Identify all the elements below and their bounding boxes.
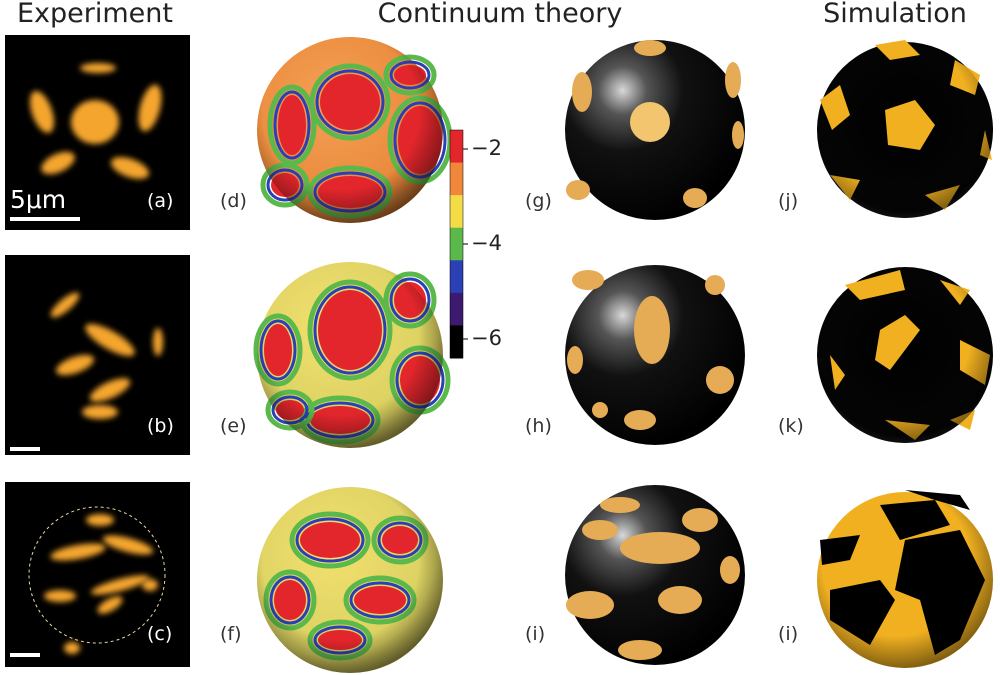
domain (582, 520, 618, 540)
fluorescent-domain (82, 405, 118, 419)
panel-label: (b) (147, 415, 174, 437)
panel-label: (i) (525, 623, 545, 645)
colorbar-tick-label: −2 (471, 136, 502, 160)
domain (630, 102, 670, 142)
fluorescent-domain (56, 354, 94, 376)
panel-label: (k) (778, 415, 804, 437)
fluorescent-domain (29, 91, 55, 133)
domain (732, 121, 744, 149)
domain (683, 188, 707, 208)
panel-label: (g) (525, 190, 552, 212)
panel-label: (c) (147, 623, 172, 645)
panel-label: (i) (778, 623, 798, 645)
fluorescent-domain (102, 535, 154, 555)
domain (720, 556, 740, 584)
domain (634, 296, 670, 364)
panels: 5μm (5, 35, 993, 673)
vesicle-outline (28, 506, 166, 644)
sphere-shade (817, 42, 993, 218)
domain (706, 366, 734, 394)
fluorescent-domain (89, 378, 131, 402)
domain (572, 270, 604, 290)
theory-sphere (565, 485, 745, 665)
fluorescent-domain (41, 151, 75, 175)
colorbar-band (450, 260, 463, 294)
domain (620, 532, 700, 564)
continuum-sphere (257, 487, 443, 673)
colorbar-band (450, 130, 463, 164)
theory-sphere (565, 40, 745, 220)
panel-label: (d) (220, 190, 247, 212)
colorbar-tick-label: −4 (471, 231, 502, 255)
fluorescent-domain (97, 596, 123, 614)
scale-bar-label: 5μm (10, 185, 66, 214)
colorbar-tick-label: −6 (471, 326, 502, 350)
fluorescent-domain (153, 328, 163, 356)
fluorescent-domain (50, 292, 80, 318)
fluorescent-domain (50, 543, 106, 561)
domain (624, 410, 656, 430)
fluorescent-domain (90, 575, 150, 595)
fluorescent-domain (64, 642, 80, 654)
sphere-shade (817, 492, 993, 668)
simulation-sphere (817, 40, 993, 218)
fluorescent-domain (44, 590, 76, 602)
domain (566, 591, 614, 619)
colorbar: −2 −4 −6 (449, 129, 502, 359)
domain (567, 346, 583, 374)
panel-label: (e) (220, 415, 247, 437)
domain (618, 640, 662, 660)
sphere-shade (817, 267, 993, 443)
panel-labels: (a) (b) (c) (d) (e) (f) (g) (h) (i) (j) (k) (i) (147, 190, 804, 645)
fluorescent-domain (138, 84, 162, 132)
domain (600, 497, 640, 513)
fluorescent-domain (142, 579, 158, 591)
colorbar-band (450, 162, 463, 196)
domain (592, 402, 608, 418)
sphere (565, 485, 745, 665)
simulation-sphere (817, 490, 993, 668)
continuum-sphere (253, 262, 451, 448)
colorbar-band (450, 325, 463, 359)
scale-bar (10, 653, 40, 657)
continuum-sphere (257, 37, 453, 223)
fluorescent-domain (110, 157, 150, 179)
experiment-panel (5, 482, 190, 667)
simulation-sphere (817, 267, 993, 443)
colorbar-band (450, 195, 463, 229)
panel-label: (f) (220, 623, 242, 645)
domain (705, 275, 725, 295)
domain (566, 180, 590, 200)
domain (572, 72, 592, 112)
sphere-shade (257, 262, 443, 448)
image-background (5, 482, 190, 667)
fluorescent-domain (80, 63, 116, 73)
column-title: Experiment (17, 0, 173, 29)
experiment-panel (5, 35, 190, 230)
panel-label: (j) (778, 190, 798, 212)
sphere-shade (257, 37, 443, 223)
domain (725, 62, 741, 98)
domain (682, 508, 718, 532)
column-title: Continuum theory (378, 0, 623, 29)
column-title: Simulation (823, 0, 967, 29)
experiment-panel (5, 255, 190, 455)
panel-label: (h) (525, 415, 552, 437)
theory-sphere (565, 265, 745, 445)
scale-bar (10, 447, 40, 451)
domain (634, 40, 666, 56)
domain (658, 586, 702, 614)
fluorescent-domain (85, 323, 135, 357)
fluorescent-domain (71, 100, 119, 144)
colorbar-band (450, 292, 463, 326)
sphere-shade (257, 487, 443, 673)
colorbar-band (450, 227, 463, 261)
scale-bar (10, 217, 80, 221)
fluorescent-domain (86, 514, 114, 526)
panel-label: (a) (147, 190, 173, 212)
